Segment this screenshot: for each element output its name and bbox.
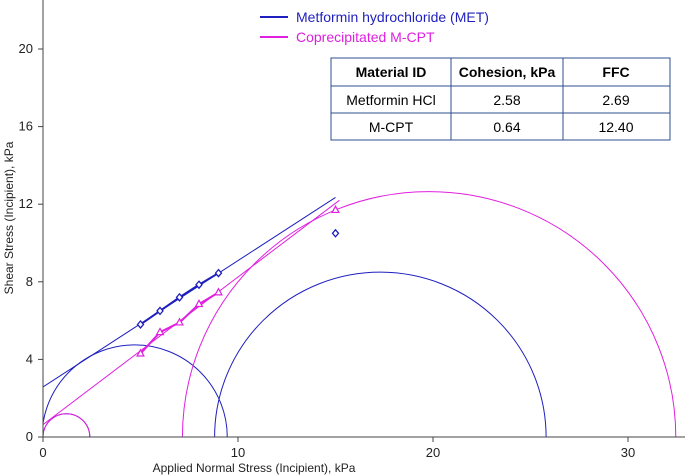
data-point-mcpt: [175, 317, 184, 326]
y-tick-label: 8: [26, 274, 33, 289]
data-point-met: [214, 268, 223, 278]
y-tick-label: 16: [19, 119, 33, 134]
table-header: Cohesion, kPa: [459, 64, 556, 80]
y-tick-label: 4: [26, 351, 33, 366]
table-cell: M-CPT: [369, 119, 414, 135]
x-tick-label: 0: [39, 445, 46, 460]
legend: Metformin hydrochloride (MET) Coprecipit…: [260, 9, 489, 45]
mohr-circle-mcpt: [43, 413, 91, 437]
mohr-circle-met: [43, 344, 228, 437]
y-tick-label: 12: [19, 196, 33, 211]
x-tick-label: 20: [426, 445, 440, 460]
x-tick-label: 30: [621, 445, 635, 460]
y-tick-label: 20: [19, 41, 33, 56]
data-point-met: [156, 306, 164, 316]
data-point-mcpt: [194, 299, 204, 308]
table-header: FFC: [602, 64, 629, 80]
properties-table: Material ID Cohesion, kPa FFC Metformin …: [330, 57, 671, 141]
mohr-circle-met: [43, 413, 91, 437]
data-point-mcpt: [136, 348, 145, 357]
table-border: [330, 57, 671, 141]
mohr-circle-met: [214, 271, 547, 437]
mohr-circle-mcpt: [181, 191, 677, 437]
data-point-met: [195, 280, 203, 290]
data-point-met: [136, 319, 145, 329]
data-point-mcpt: [214, 287, 223, 296]
table-cell: 2.69: [602, 92, 629, 108]
data-point-met: [175, 292, 184, 302]
x-tick-label: 10: [231, 445, 245, 460]
data-point-mcpt: [155, 327, 165, 336]
x-axis-title: Applied Normal Stress (Incipient), kPa: [153, 461, 356, 475]
plot-area: [43, 191, 677, 437]
axes: [42, 0, 685, 438]
table-cell: Metformin HCl: [346, 92, 435, 108]
table-header: Material ID: [356, 64, 427, 80]
table-cell: 2.58: [493, 92, 520, 108]
table-cell: 12.40: [598, 119, 633, 135]
legend-label-met: Metformin hydrochloride (MET): [296, 9, 489, 25]
y-tick-label: 0: [26, 429, 33, 444]
data-point-met: [331, 228, 340, 238]
y-axis-title: Shear Stress (Incipient), kPa: [2, 141, 16, 294]
legend-label-mcpt: Coprecipitated M-CPT: [296, 29, 435, 45]
table-cell: 0.64: [493, 119, 520, 135]
data-point-mcpt: [331, 204, 340, 214]
axis-ticks: 0 10 20 30 0 4 8 12 16 20: [19, 41, 636, 460]
